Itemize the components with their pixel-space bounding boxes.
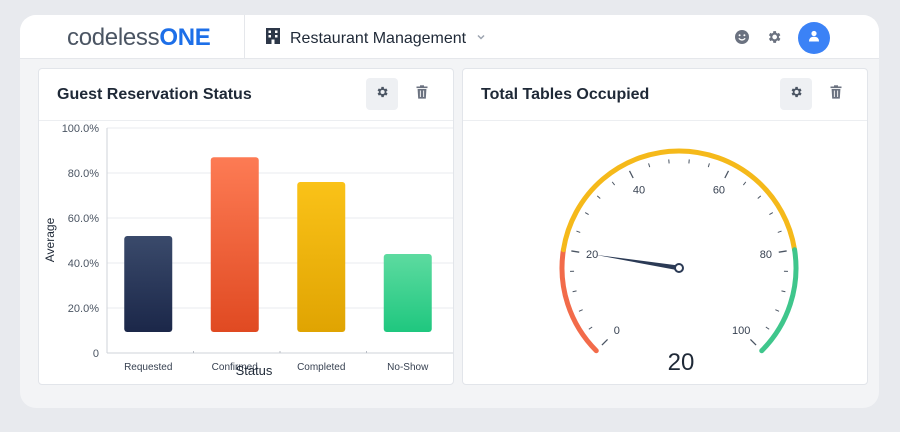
x-tick-label: Completed <box>297 362 345 373</box>
gauge-minor-tick <box>742 181 747 186</box>
x-tick-label: No-Show <box>387 362 429 373</box>
gauge-minor-tick <box>781 290 786 293</box>
gear-icon <box>789 85 803 104</box>
gauge-tick-label: 20 <box>586 249 598 261</box>
app-switcher[interactable]: Restaurant Management <box>264 27 486 50</box>
gauge-tick-label: 40 <box>633 185 645 197</box>
gauge-minor-tick <box>584 212 589 215</box>
tables-occupied-panel: Total Tables Occupied <box>462 68 868 385</box>
gauge-minor-tick <box>576 230 581 233</box>
gauge-value: 20 <box>668 349 695 376</box>
gauge-tick-label: 60 <box>713 185 725 197</box>
app-logo[interactable]: codelessONE <box>67 24 211 52</box>
y-tick-label: 100.0% <box>62 123 100 135</box>
gauge-minor-tick <box>648 163 651 168</box>
user-avatar[interactable] <box>798 22 830 54</box>
gauge-major-tick <box>724 170 730 179</box>
trash-icon <box>415 84 429 104</box>
bar-chart: 0 20.0% 40.0% 60.0% 80.0% 100.0% Requested Conf… <box>43 123 453 378</box>
y-tick-label: 20.0% <box>68 303 99 315</box>
gauge-minor-tick <box>765 326 770 330</box>
gauge-tick-label: 100 <box>732 325 750 337</box>
panel-title: Total Tables Occupied <box>481 86 650 103</box>
gauge-minor-tick <box>588 326 593 330</box>
x-tick-label: Confirmed <box>212 362 258 373</box>
logo-text-one: ONE <box>159 24 211 51</box>
bar-no-show[interactable] <box>383 254 432 332</box>
chevron-down-icon <box>476 32 486 45</box>
gauge-minor-tick <box>757 195 762 199</box>
gauge-minor-tick <box>596 195 601 199</box>
panel-delete-button[interactable] <box>406 78 438 110</box>
header-divider <box>244 15 245 59</box>
panel-header: Guest Reservation Status <box>39 69 453 121</box>
gauge-band <box>559 247 599 354</box>
gauge-minor-tick <box>611 181 616 186</box>
gauge-major-tick <box>778 250 787 253</box>
gauge-tick-label: 80 <box>760 249 772 261</box>
app-name: Restaurant Management <box>290 29 467 47</box>
panel-settings-button[interactable] <box>780 78 812 110</box>
building-icon <box>264 27 282 50</box>
gauge-tick-label: 0 <box>614 325 620 337</box>
trash-icon <box>829 84 843 104</box>
gauge-band <box>759 247 799 354</box>
gauge-band <box>560 148 798 253</box>
panel-title: Guest Reservation Status <box>57 86 252 103</box>
y-tick-label: 40.0% <box>68 258 99 270</box>
gauge-minor-tick <box>777 230 782 233</box>
gauge-major-tick <box>628 170 634 179</box>
x-axis-label: Status <box>236 363 273 378</box>
gauge-minor-tick <box>578 309 583 312</box>
gauge-minor-tick <box>707 163 710 168</box>
gauge-minor-tick <box>769 212 774 215</box>
gear-icon[interactable] <box>766 29 782 50</box>
bar-confirmed[interactable] <box>210 157 259 332</box>
panel-header: Total Tables Occupied <box>463 69 867 121</box>
gauge-major-tick <box>601 338 609 346</box>
y-tick-label: 60.0% <box>68 213 99 225</box>
gauge-minor-tick <box>775 309 780 312</box>
bar-requested[interactable] <box>124 236 173 332</box>
app-frame: codelessONE Restaurant Management <box>20 15 879 408</box>
top-bar: codelessONE Restaurant Management <box>20 15 879 59</box>
smiley-icon[interactable] <box>734 29 750 50</box>
gauge-major-tick <box>749 338 757 346</box>
x-tick-label: Requested <box>124 362 172 373</box>
user-icon <box>808 29 820 47</box>
y-tick-label: 0 <box>93 348 99 360</box>
bar-completed[interactable] <box>297 182 346 332</box>
gauge-minor-tick <box>572 290 577 293</box>
gear-icon <box>375 85 389 104</box>
panel-delete-button[interactable] <box>820 78 852 110</box>
gauge-needle <box>595 254 680 271</box>
y-axis-label: Average <box>43 217 57 262</box>
logo-text-codeless: codeless <box>67 24 160 51</box>
gauge-chart: 0 20 40 60 80 100 20 <box>559 148 799 376</box>
panel-settings-button[interactable] <box>366 78 398 110</box>
gauge-major-tick <box>571 250 580 253</box>
reservation-status-panel: Guest Reservation Status <box>38 68 454 385</box>
gauge-pivot <box>674 263 684 273</box>
y-tick-label: 80.0% <box>68 168 99 180</box>
